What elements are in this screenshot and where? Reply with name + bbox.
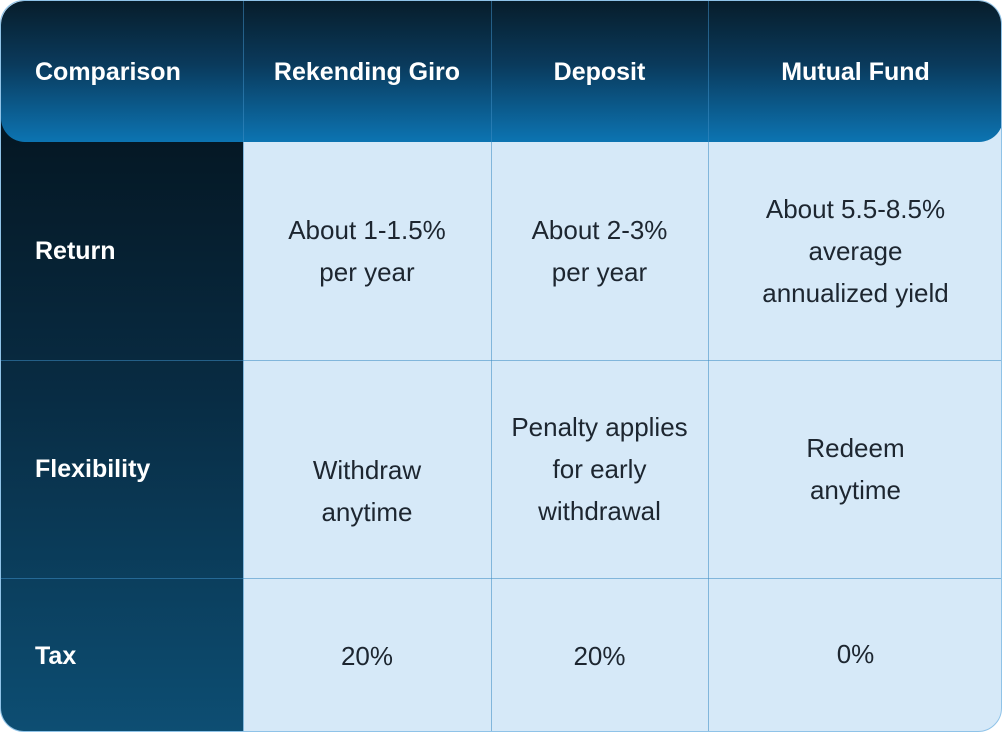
header-row — [1, 1, 1001, 142]
cell-tax-deposit-text: 20% — [573, 640, 626, 671]
row-label-return: Return — [1, 142, 243, 360]
header-mutual-fund: Mutual Fund — [708, 1, 1001, 142]
header-rekening-giro-text: Rekending Giro — [273, 57, 461, 86]
cell-return-giro-text: About 1-1.5% per year — [288, 215, 446, 287]
cell-return-giro: About 1-1.5% per year — [243, 142, 491, 360]
header-deposit-text: Deposit — [553, 57, 646, 86]
cell-tax-deposit: 20% — [491, 578, 708, 731]
header-mutual-fund-text: Mutual Fund — [781, 57, 930, 86]
grid-line — [491, 1, 492, 731]
cell-return-deposit: About 2-3% per year — [491, 142, 708, 360]
cell-flexibility-mutual-fund-text: Redeem anytime — [806, 433, 905, 505]
row-label-flexibility: Flexibility — [1, 360, 243, 578]
cell-flexibility-giro: Withdraw anytime — [243, 360, 491, 622]
cell-return-mutual-fund: About 5.5-8.5% average annualized yield — [708, 142, 1001, 360]
grid-line — [243, 1, 244, 731]
cell-tax-giro-text: 20% — [340, 640, 394, 671]
header-deposit: Deposit — [491, 1, 708, 142]
cell-return-deposit-text: About 2-3% per year — [531, 215, 668, 287]
row-label-tax-text: Tax — [35, 641, 77, 670]
row-label-column — [1, 101, 243, 731]
row-label-tax: Tax — [1, 578, 243, 731]
cell-flexibility-giro-text: Withdraw anytime — [312, 455, 422, 527]
header-comparison-text: Comparison — [35, 57, 181, 86]
cell-tax-mutual-fund-text: 0% — [836, 638, 875, 669]
cell-flexibility-mutual-fund: Redeem anytime — [708, 360, 1001, 578]
cell-tax-mutual-fund: 0% — [708, 578, 1001, 729]
cell-flexibility-deposit-text: Penalty applies for early withdrawal — [511, 412, 688, 526]
header-comparison: Comparison — [1, 1, 243, 142]
grid-line — [1, 578, 1001, 579]
grid-line — [708, 1, 709, 731]
cell-flexibility-deposit: Penalty applies for early withdrawal — [491, 360, 708, 578]
cell-return-mutual-fund-text: About 5.5-8.5% average annualized yield — [762, 194, 949, 308]
row-label-flexibility-text: Flexibility — [35, 455, 151, 483]
row-label-return-text: Return — [35, 237, 116, 265]
cell-tax-giro: 20% — [243, 578, 491, 731]
header-rekening-giro: Rekending Giro — [243, 1, 491, 142]
grid-line — [1, 360, 1001, 361]
